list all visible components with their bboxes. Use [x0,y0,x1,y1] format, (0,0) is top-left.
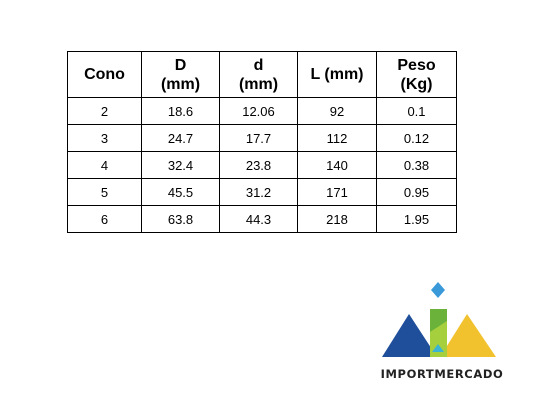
cell-inner-diameter: 23.8 [219,151,298,179]
table-row: 6 63.8 44.3 218 1.95 [67,205,457,233]
header-outer-diameter-line1: D [174,56,187,74]
cell-inner-diameter: 12.06 [219,97,298,125]
header-weight-line2: (Kg) [400,75,433,93]
header-row: Cono D (mm) d (mm) L (mm) Peso (Kg) [67,51,457,98]
cell-length: 140 [297,151,377,179]
table-row: 3 24.7 17.7 112 0.12 [67,124,457,152]
cell-inner-diameter: 31.2 [219,178,298,206]
cell-outer-diameter: 45.5 [141,178,220,206]
cell-cono: 6 [67,205,142,233]
cell-inner-diameter: 17.7 [219,124,298,152]
cell-cono: 5 [67,178,142,206]
cell-weight: 0.95 [376,178,457,206]
header-weight-line1: Peso [397,56,436,74]
logo-wordmark: IMPORTMERCADO [380,367,504,381]
cell-length: 171 [297,178,377,206]
cell-length: 112 [297,124,377,152]
spec-table: Cono D (mm) d (mm) L (mm) Peso (Kg) 2 18… [67,51,457,233]
logo-light-green-band [430,321,447,357]
header-length: L (mm) [297,51,377,98]
table-row: 2 18.6 12.06 92 0.1 [67,97,457,125]
cell-cono: 3 [67,124,142,152]
importmercado-logo: IMPORTMERCADO [362,280,522,385]
logo-diamond-shape [431,282,445,298]
logo-mountains-icon [382,282,496,357]
cell-weight: 1.95 [376,205,457,233]
logo-yellow-mountain [440,314,496,357]
cell-outer-diameter: 18.6 [141,97,220,125]
cell-weight: 0.38 [376,151,457,179]
header-outer-diameter: D (mm) [141,51,220,98]
header-cono: Cono [67,51,142,98]
cell-length: 92 [297,97,377,125]
cell-weight: 0.12 [376,124,457,152]
header-inner-diameter-line2: (mm) [238,75,279,93]
cell-outer-diameter: 24.7 [141,124,220,152]
table-row: 5 45.5 31.2 171 0.95 [67,178,457,206]
cell-inner-diameter: 44.3 [219,205,298,233]
cell-cono: 4 [67,151,142,179]
header-inner-diameter: d (mm) [219,51,298,98]
cell-weight: 0.1 [376,97,457,125]
logo-cyan-accent [432,344,444,352]
header-cono-line1: Cono [84,66,125,83]
header-inner-diameter-line1: d [253,56,264,74]
cell-length: 218 [297,205,377,233]
cell-cono: 2 [67,97,142,125]
logo-blue-mountain [382,314,437,357]
header-length-line1: L (mm) [310,66,364,83]
cell-outer-diameter: 32.4 [141,151,220,179]
header-outer-diameter-line2: (mm) [160,75,201,93]
cell-outer-diameter: 63.8 [141,205,220,233]
header-weight: Peso (Kg) [376,51,457,98]
table-row: 4 32.4 23.8 140 0.38 [67,151,457,179]
